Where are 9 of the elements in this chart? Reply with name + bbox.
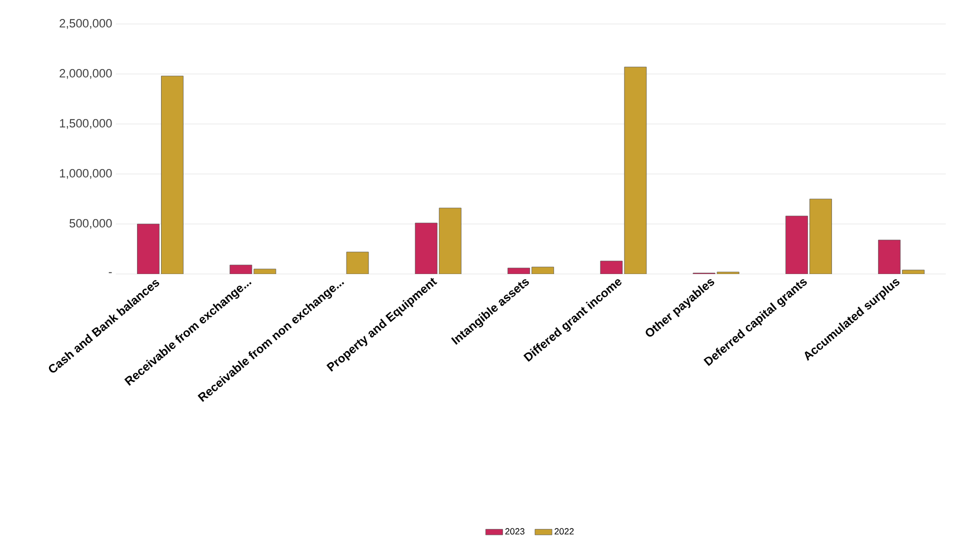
- legend-label: 2023: [505, 528, 524, 535]
- y-tick-label: 2,000,000: [60, 69, 112, 79]
- y-tick-label: 1,000,000: [60, 169, 112, 179]
- y-tick-label: 500,000: [70, 219, 112, 229]
- y-tick-label: 2,500,000: [60, 19, 112, 29]
- bar: [346, 252, 369, 274]
- y-tick-label: -: [108, 272, 112, 274]
- y-tick-label: 1,500,000: [60, 119, 112, 129]
- legend-label: 2022: [554, 528, 574, 535]
